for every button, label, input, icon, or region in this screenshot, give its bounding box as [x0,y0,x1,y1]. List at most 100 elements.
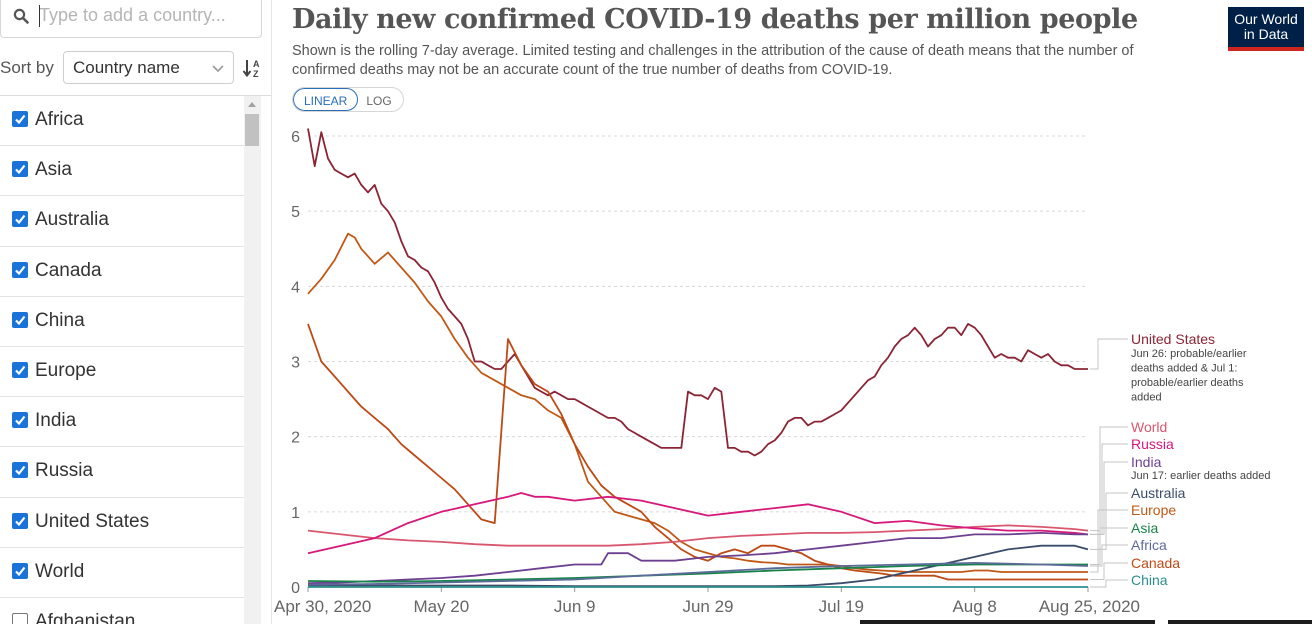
legend-connector [1090,492,1128,550]
entity-list: Africa Asia Australia Canada China Europe Indi… [0,96,244,624]
checkbox-checked-icon[interactable] [12,161,28,178]
legend-label: Canada [1131,555,1180,571]
logo-line-2: in Data [1243,26,1289,42]
sort-order-icon[interactable]: A Z [242,57,264,79]
entity-label: Europe [35,359,97,381]
legend-connector [1090,443,1128,535]
owid-logo[interactable]: Our World in Data [1228,7,1304,51]
sort-by-select[interactable]: Country name [63,51,234,84]
checkbox-checked-icon[interactable] [12,462,28,479]
legend-annotation: Jun 26: probable/earlier deaths added & J… [1131,348,1247,404]
list-divider [0,95,271,96]
entity-list-item[interactable]: World [0,548,244,598]
checkbox-checked-icon[interactable] [12,111,28,127]
entity-list-item[interactable]: India [0,397,244,448]
legend-connector [1090,426,1128,532]
entity-label: United States [35,510,150,532]
y-tick-label: 0 [291,580,300,597]
series-line-canada [307,323,1088,581]
entity-label: Africa [35,109,84,130]
log-scale-button[interactable]: LOG [366,94,392,108]
legend-annotation: Jun 17: earlier deaths added [1131,470,1270,482]
entity-label: Australia [35,209,109,231]
legend-connector [1090,509,1128,573]
entity-list-item[interactable]: Africa [0,96,244,147]
legend-label: World [1131,419,1167,435]
series-line-asia [307,563,1088,583]
entity-list-item[interactable]: Russia [0,447,244,498]
scrollbar-thumb[interactable] [245,114,259,146]
checkbox-checked-icon[interactable] [12,211,28,228]
country-search-box[interactable] [0,0,262,38]
entity-label: World [35,560,85,582]
search-icon [13,8,29,24]
series-line-united-states [307,128,1088,457]
checkbox-checked-icon[interactable] [12,562,28,579]
legend-connector [1090,338,1128,370]
footer-bar [1168,620,1312,624]
x-tick-label: Aug 25, 2020 [1039,597,1140,616]
y-tick-label: 2 [291,430,300,447]
country-sidebar: Sort by Country name A Z Africa Asia Austr… [0,0,272,624]
checkbox-checked-icon[interactable] [12,361,28,378]
series-line-world [307,524,1089,547]
legend-label: Australia [1131,485,1186,501]
logo-line-1: Our World [1234,11,1298,27]
series-line-india [307,532,1088,585]
entity-list-item[interactable]: Canada [0,247,244,297]
entity-list-item[interactable]: Australia [0,196,244,247]
y-tick-label: 4 [291,279,300,296]
entity-label: Afghanistan [35,610,136,624]
chart-subtitle: Shown is the rolling 7-day average. Limi… [292,43,1134,78]
line-chart: 0 1 2 3 4 5 6 Apr 30, 2020 May 20 Jun 9 Jun 29 Jul … [274,128,1270,616]
svg-text:Z: Z [253,69,259,79]
country-search-input[interactable] [39,2,257,28]
checkbox-checked-icon[interactable] [12,512,28,529]
sort-by-label: Sort by [0,58,54,77]
chevron-down-icon [212,65,224,73]
entity-list-item[interactable]: United States [0,498,244,548]
legend-label: Asia [1131,520,1158,536]
checkbox-checked-icon[interactable] [12,412,28,429]
entity-list-item[interactable]: Europe [0,347,244,398]
legend-connector [1090,461,1128,535]
annotation-line: added [1131,392,1162,404]
series-line-russia [307,492,1089,555]
legend-label: Europe [1131,502,1176,518]
series-line-europe [307,232,1088,573]
x-tick-label: Aug 8 [952,597,996,616]
entity-label: Asia [35,159,72,181]
checkbox-unchecked-icon[interactable] [12,612,28,624]
entity-label: China [35,309,85,331]
annotation-line: probable/earlier deaths [1131,377,1244,389]
legend-label: India [1131,454,1162,470]
checkbox-checked-icon[interactable] [12,261,28,278]
y-tick-label: 5 [291,204,300,221]
legend-label: China [1131,572,1168,588]
annotation-line: Jun 26: probable/earlier [1131,348,1247,360]
entity-list-item[interactable]: China [0,297,244,347]
legend-connector [1090,544,1128,567]
legend-label: Africa [1131,537,1167,553]
text-caret [39,5,40,27]
entity-list-item[interactable]: Asia [0,146,244,197]
chart-title: Daily new confirmed COVID-19 deaths per … [292,4,1138,35]
entity-list-item[interactable]: Afghanistan [0,598,244,624]
x-tick-label: Jun 29 [682,597,733,616]
annotation-line: deaths added & Jul 1: [1131,363,1237,375]
legend-connector [1090,527,1128,565]
legend-connector [1090,562,1128,580]
sort-by-value: Country name [73,58,180,77]
legend-label: United States [1131,331,1215,347]
logo-red-bar [1228,47,1304,51]
scale-toggle: LINEAR LOG [292,87,404,112]
entity-label: Canada [35,259,102,281]
checkbox-checked-icon[interactable] [12,311,28,328]
annotation-line: Jun 17: earlier deaths added [1131,470,1270,482]
entity-label: Russia [35,460,94,482]
scroll-up-arrow-icon[interactable] [248,102,256,107]
svg-text:A: A [253,59,260,69]
x-tick-label: Jul 19 [819,597,864,616]
linear-scale-button[interactable]: LINEAR [293,88,359,111]
scrollbar[interactable] [244,96,261,624]
